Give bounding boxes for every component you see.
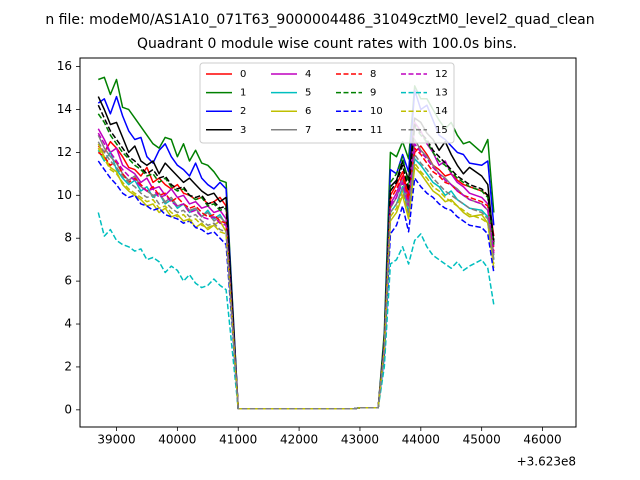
legend-label: 1 bbox=[240, 88, 246, 99]
x-tick-label: 43000 bbox=[341, 433, 379, 447]
legend-label: 11 bbox=[370, 125, 383, 136]
legend-label: 7 bbox=[305, 125, 311, 136]
y-tick-label: 0 bbox=[64, 402, 72, 416]
y-tick-label: 6 bbox=[64, 274, 72, 288]
legend-label: 9 bbox=[370, 88, 376, 99]
series-lines bbox=[97, 76, 495, 410]
legend-box bbox=[199, 62, 455, 144]
legend-label: 3 bbox=[240, 125, 246, 136]
series-line-13 bbox=[97, 212, 495, 410]
legend-label: 4 bbox=[305, 69, 311, 80]
legend-label: 12 bbox=[435, 69, 448, 80]
x-tick-label: 40000 bbox=[158, 433, 196, 447]
legend-label: 2 bbox=[240, 106, 246, 117]
figure-suptitle: n file: modeM0/AS1A10_071T63_9000004486_… bbox=[45, 12, 594, 28]
y-tick-label: 12 bbox=[57, 145, 72, 159]
legend-label: 5 bbox=[305, 88, 311, 99]
legend-label: 14 bbox=[435, 106, 448, 117]
legend-label: 15 bbox=[435, 125, 448, 136]
plot-area bbox=[79, 57, 577, 428]
series-line-15 bbox=[97, 141, 495, 410]
x-tick-label: 46000 bbox=[523, 433, 561, 447]
y-tick-label: 4 bbox=[64, 317, 72, 331]
x-tick-label: 42000 bbox=[280, 433, 318, 447]
chart-title: Quadrant 0 module wise count rates with … bbox=[137, 36, 517, 52]
series-line-12 bbox=[97, 132, 495, 410]
x-axis: 39000 40000 41000 42000 43000 44000 45000 46000 bbox=[97, 427, 562, 447]
series-line-7 bbox=[97, 134, 495, 410]
y-tick-label: 16 bbox=[57, 59, 72, 73]
y-tick-label: 2 bbox=[64, 359, 72, 373]
x-tick-label: 39000 bbox=[97, 433, 135, 447]
legend-label: 0 bbox=[240, 69, 246, 80]
series-line-4 bbox=[97, 121, 495, 410]
legend-label: 13 bbox=[435, 88, 448, 99]
series-line-0 bbox=[97, 140, 495, 410]
x-offset-label: +3.623e8 bbox=[517, 455, 576, 469]
legend-label: 8 bbox=[370, 69, 376, 80]
y-tick-label: 10 bbox=[57, 188, 72, 202]
legend-label: 6 bbox=[305, 106, 311, 117]
series-line-5 bbox=[97, 149, 495, 410]
series-line-10 bbox=[97, 160, 495, 410]
x-tick-label: 41000 bbox=[219, 433, 257, 447]
y-tick-label: 8 bbox=[64, 231, 72, 245]
x-tick-label: 45000 bbox=[463, 433, 501, 447]
x-tick-label: 44000 bbox=[402, 433, 440, 447]
y-axis: 0 2 4 6 8 10 12 14 16 bbox=[57, 59, 80, 416]
legend-label: 10 bbox=[370, 106, 383, 117]
y-tick-label: 14 bbox=[57, 102, 72, 116]
axes-frame bbox=[79, 57, 577, 428]
